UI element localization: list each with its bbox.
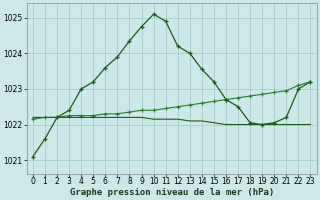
X-axis label: Graphe pression niveau de la mer (hPa): Graphe pression niveau de la mer (hPa) — [69, 188, 274, 197]
